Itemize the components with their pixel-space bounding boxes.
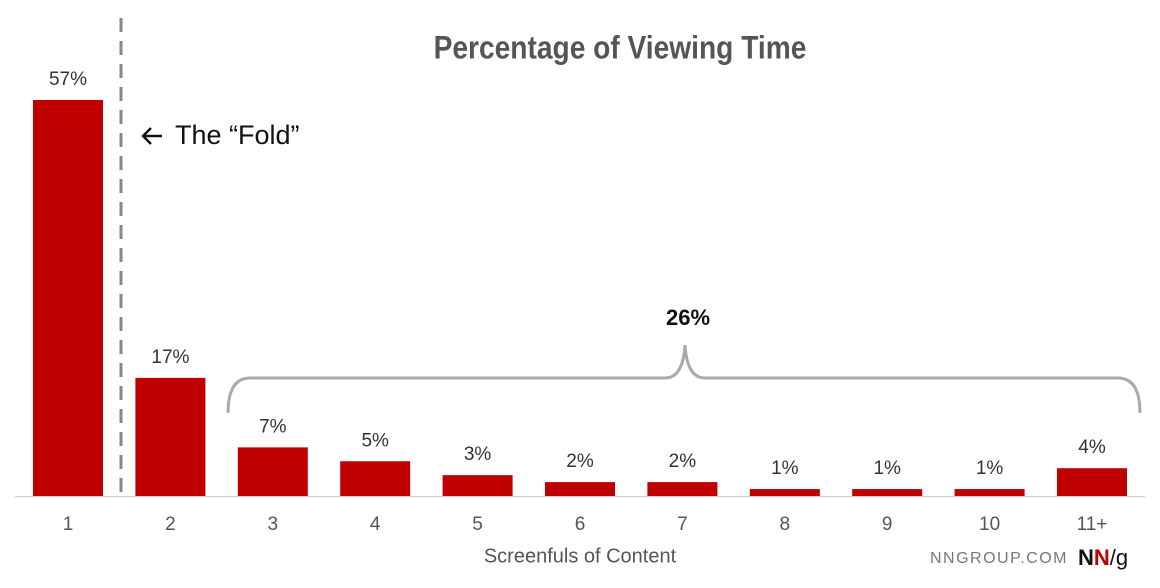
value-label: 7% (259, 416, 287, 437)
value-label: 5% (361, 430, 389, 451)
bar (852, 489, 923, 496)
value-label: 2% (566, 451, 594, 472)
bar (749, 489, 820, 496)
bar (135, 377, 206, 496)
bar (954, 489, 1025, 496)
bar (237, 447, 308, 496)
bracket (226, 344, 1142, 414)
value-label: 3% (464, 444, 492, 465)
x-tick-label: 7 (677, 514, 688, 535)
value-label: 4% (1078, 437, 1106, 458)
x-tick-label: 4 (370, 514, 381, 535)
fold-label: The “Fold” (175, 120, 300, 150)
bar (647, 482, 718, 496)
x-tick-label: 10 (979, 514, 1000, 535)
source: NNGROUP.COM (930, 550, 1068, 567)
x-axis-label: Screenfuls of Content (484, 545, 677, 567)
chart-title: Percentage of Viewing Time (434, 31, 807, 66)
bar (1057, 468, 1127, 496)
x-tick-label: 6 (575, 514, 586, 535)
logo-part: /g (1110, 545, 1128, 570)
value-label: 1% (771, 458, 799, 479)
x-tick-label: 9 (882, 514, 893, 535)
logo: NN/g (1078, 545, 1128, 570)
x-tick-label: 11+ (1077, 514, 1108, 535)
bracket-label: 26% (666, 305, 710, 330)
x-tick-label: 8 (780, 514, 791, 535)
x-tick-label: 3 (268, 514, 279, 535)
bar (442, 475, 513, 496)
x-tick-label: 5 (472, 514, 483, 535)
bar (545, 482, 615, 496)
value-label: 17% (151, 347, 189, 368)
fold-arrow (141, 127, 162, 145)
value-label: 1% (873, 458, 901, 479)
x-tick-label: 1 (63, 514, 74, 535)
x-tick-label: 2 (165, 514, 176, 535)
logo-part: N (1094, 545, 1110, 570)
value-label: 57% (49, 69, 87, 90)
logo-part: N (1078, 545, 1094, 570)
value-label: 2% (669, 451, 697, 472)
value-label: 1% (976, 458, 1004, 479)
bar (33, 100, 103, 496)
bar (340, 461, 411, 496)
